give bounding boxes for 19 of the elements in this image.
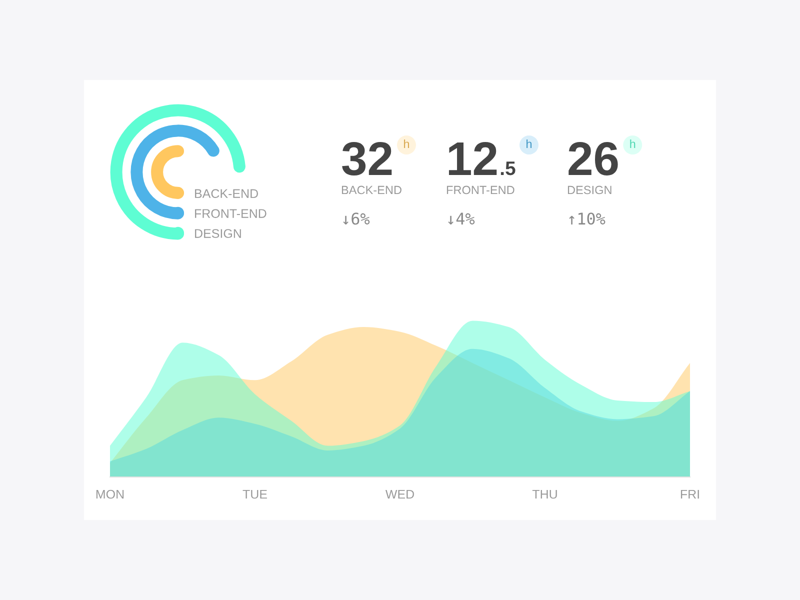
x-tick-label: THU	[532, 490, 557, 499]
legend-label: FRONT-END	[195, 209, 266, 218]
x-tick-label: MON	[96, 490, 124, 499]
x-tick-label: TUE	[242, 490, 267, 499]
text: BACK-END	[342, 186, 402, 194]
text: 26	[568, 142, 618, 176]
legend-label: BACK-END	[195, 189, 258, 198]
text: 32	[342, 142, 392, 176]
x-tick-label: WED	[385, 490, 414, 499]
text: h	[630, 139, 636, 148]
text: ↓6%	[343, 212, 370, 225]
text: h	[404, 139, 410, 148]
text: FRONT-END	[446, 186, 514, 194]
text: ↓4%	[448, 212, 475, 224]
x-tick-label: FRI	[680, 490, 699, 499]
legend-label: DESIGN	[195, 229, 241, 238]
text: DESIGN	[568, 186, 612, 194]
text: h	[526, 139, 532, 148]
text: ↑10%	[569, 212, 606, 225]
